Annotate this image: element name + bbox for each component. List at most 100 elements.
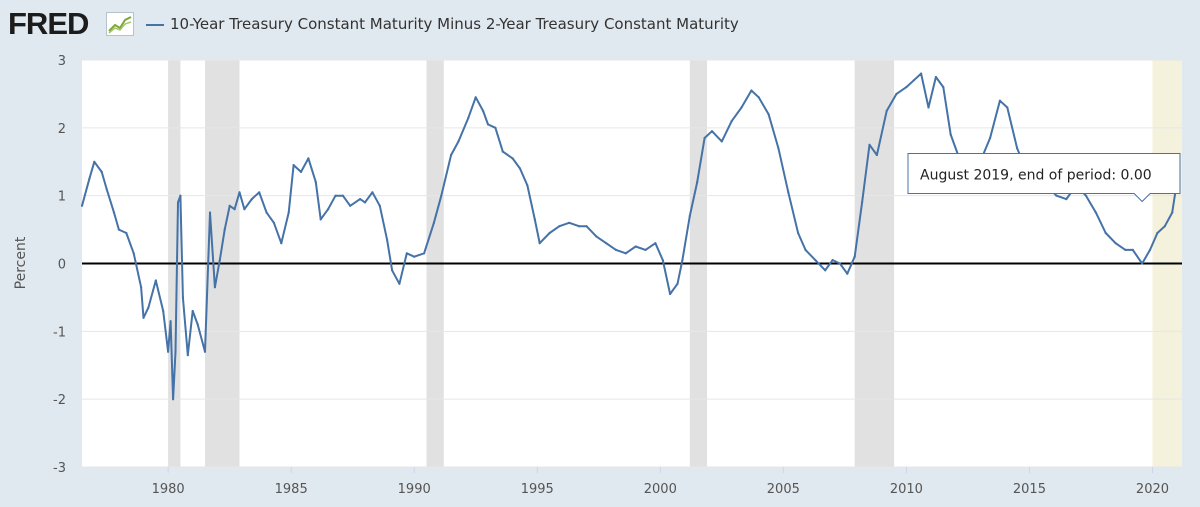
data-point (117, 228, 120, 231)
data-point (661, 259, 664, 262)
x-tick-label: 1995 (521, 482, 554, 497)
data-point (533, 218, 536, 221)
data-point (132, 252, 135, 255)
data-point (280, 242, 283, 245)
data-point (88, 177, 91, 180)
y-tick-label: -1 (53, 325, 66, 340)
data-point (526, 184, 529, 187)
data-point (920, 72, 923, 75)
data-point (797, 231, 800, 235)
data-point (334, 194, 337, 197)
data-point (218, 259, 221, 262)
data-point (223, 228, 226, 231)
data-point (398, 282, 401, 285)
data-point (238, 191, 241, 194)
data-point (703, 136, 706, 140)
y-tick-label: 0 (58, 258, 66, 273)
x-tick-label: 1985 (275, 482, 308, 497)
data-point (327, 208, 330, 211)
x-tick-label: 2020 (1136, 482, 1169, 497)
data-point (681, 259, 684, 262)
data-point (853, 255, 856, 258)
data-point (319, 218, 322, 221)
data-point (750, 89, 753, 92)
data-point (100, 170, 103, 173)
data-point (644, 248, 647, 251)
data-point (558, 225, 561, 228)
data-point (341, 194, 344, 197)
data-point (814, 259, 817, 262)
data-point (1065, 198, 1068, 201)
tooltip-text: August 2019, end of period: 0.00 (920, 168, 1152, 184)
chart-header: FRED 10-Year Treasury Constant Maturity … (0, 0, 1200, 50)
data-point (391, 269, 394, 272)
data-point (405, 252, 408, 255)
data-point (949, 133, 952, 136)
data-point (147, 306, 150, 309)
x-tick-label: 1980 (152, 482, 185, 497)
y-tick-label: -3 (53, 461, 66, 476)
data-point (1156, 231, 1159, 235)
data-point (203, 350, 207, 353)
data-point (105, 187, 108, 190)
data-point (595, 235, 598, 238)
data-point (1141, 262, 1144, 265)
data-point (538, 242, 541, 245)
fred-logo[interactable]: FRED (8, 6, 89, 41)
data-point (272, 221, 275, 224)
data-point (804, 248, 807, 251)
data-point (440, 194, 443, 197)
data-point (1114, 242, 1117, 245)
series-points (80, 72, 1181, 401)
data-point (634, 245, 637, 248)
data-point (174, 350, 177, 353)
data-point (688, 214, 691, 218)
data-point (363, 201, 367, 204)
data-point (1084, 194, 1088, 197)
data-point (895, 92, 898, 95)
data-point (1055, 194, 1058, 197)
x-axis-ticks: 1980 1985 1990 1995 2000 2005 2010 2015 2020 (152, 467, 1169, 497)
line-chart[interactable]: -3 -2 -1 0 1 2 3 1980 1985 1990 1995 2000 2005 2010 2… (0, 50, 1200, 507)
x-tick-label: 2005 (767, 482, 800, 497)
data-point (228, 204, 231, 207)
data-point (868, 143, 871, 146)
x-tick-label: 2010 (890, 482, 923, 497)
data-point (486, 123, 490, 126)
data-point (142, 316, 145, 319)
data-point (287, 211, 290, 214)
data-point (875, 153, 879, 157)
data-point (457, 140, 460, 143)
data-point (846, 272, 849, 275)
data-point (1163, 225, 1166, 228)
data-point (696, 181, 699, 184)
data-point (359, 198, 362, 201)
data-point (413, 255, 416, 258)
data-point (386, 238, 389, 241)
data-point (767, 113, 770, 116)
data-point (93, 160, 96, 163)
y-tick-label: 2 (58, 122, 66, 137)
data-point (176, 201, 180, 204)
data-point (250, 198, 253, 201)
data-point (307, 157, 310, 160)
data-point (191, 309, 194, 313)
data-point (676, 282, 679, 285)
data-point (80, 204, 84, 207)
data-point (265, 211, 268, 214)
data-point (1006, 106, 1009, 109)
data-point (669, 292, 672, 296)
x-tick-label: 2000 (644, 482, 677, 497)
y-tick-label: 3 (58, 54, 66, 69)
data-point (186, 354, 189, 357)
data-point (614, 248, 618, 251)
data-point (1104, 231, 1107, 235)
legend-series-label: 10-Year Treasury Constant Maturity Minus… (170, 15, 739, 33)
data-point (467, 116, 470, 119)
legend-series-swatch (146, 24, 164, 26)
data-point (501, 150, 504, 153)
x-tick-label: 1990 (398, 482, 431, 497)
data-point (181, 296, 184, 299)
data-point (169, 320, 172, 323)
data-point (292, 164, 295, 167)
